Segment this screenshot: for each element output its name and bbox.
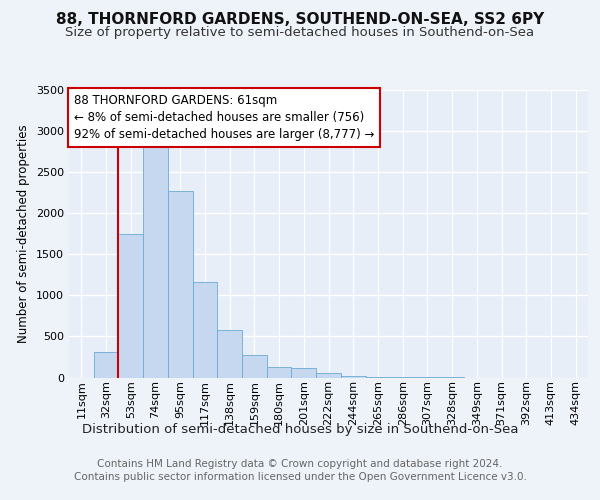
Bar	[143, 138, 168, 378]
Bar	[168, 191, 193, 378]
Text: 88, THORNFORD GARDENS, SOUTHEND-ON-SEA, SS2 6PY: 88, THORNFORD GARDENS, SOUTHEND-ON-SEA, …	[56, 12, 544, 28]
Bar	[267, 367, 292, 378]
Bar	[193, 282, 217, 378]
Bar	[118, 234, 143, 378]
Text: Distribution of semi-detached houses by size in Southend-on-Sea: Distribution of semi-detached houses by …	[82, 422, 518, 436]
Text: Contains HM Land Registry data © Crown copyright and database right 2024.: Contains HM Land Registry data © Crown c…	[97, 459, 503, 469]
Bar	[217, 330, 242, 378]
Bar	[341, 376, 365, 378]
Y-axis label: Number of semi-detached properties: Number of semi-detached properties	[17, 124, 31, 343]
Bar	[365, 376, 390, 378]
Text: Size of property relative to semi-detached houses in Southend-on-Sea: Size of property relative to semi-detach…	[65, 26, 535, 39]
Bar	[94, 352, 118, 378]
Bar	[292, 368, 316, 378]
Text: Contains public sector information licensed under the Open Government Licence v3: Contains public sector information licen…	[74, 472, 526, 482]
Text: 88 THORNFORD GARDENS: 61sqm
← 8% of semi-detached houses are smaller (756)
92% o: 88 THORNFORD GARDENS: 61sqm ← 8% of semi…	[74, 94, 374, 142]
Bar	[316, 374, 341, 378]
Bar	[242, 356, 267, 378]
